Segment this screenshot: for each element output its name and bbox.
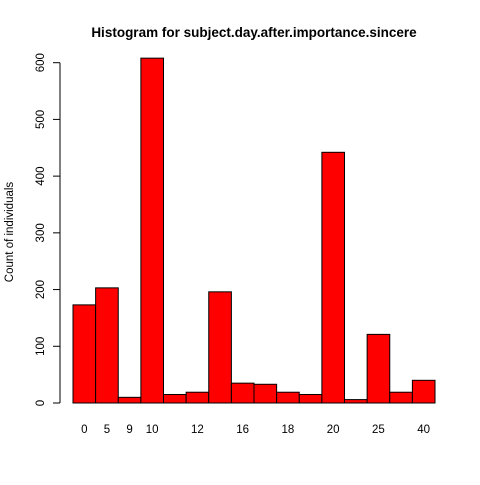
x-tick-label-20: 20: [327, 424, 340, 436]
bar-20: [321, 151, 346, 404]
bar-16: [230, 382, 255, 404]
bar-18: [276, 391, 300, 404]
x-tick-label-10: 10: [146, 424, 159, 436]
bars-group: [72, 57, 436, 404]
x-tick-label-16: 16: [236, 424, 249, 436]
x-tick-label-25: 25: [372, 424, 385, 436]
bar-19: [298, 393, 323, 404]
x-tick-label-40: 40: [417, 424, 430, 436]
y-tick-label-300: 300: [35, 223, 47, 242]
bar-10: [140, 57, 165, 404]
bar-15: [208, 291, 232, 404]
y-tick-label-100: 100: [35, 337, 47, 356]
bar-24: [344, 399, 368, 404]
bar-40: [411, 379, 436, 404]
y-axis: 0 100 200 300 400 500 600: [35, 53, 61, 406]
chart-title: Histogram for subject.day.after.importan…: [91, 25, 417, 40]
bar-9: [117, 396, 142, 404]
x-tick-label-12: 12: [191, 424, 204, 436]
y-tick-label-200: 200: [35, 280, 47, 299]
bar-25: [366, 333, 391, 404]
bar-30: [389, 391, 413, 404]
y-tick-label-500: 500: [35, 110, 47, 129]
bar-12: [185, 391, 210, 404]
bar-0: [72, 304, 97, 404]
bar-5: [95, 287, 119, 404]
y-tick-label-600: 600: [35, 53, 47, 72]
x-tick-label-18: 18: [282, 424, 295, 436]
x-tick-label-5: 5: [104, 424, 110, 436]
x-tick-label-0: 0: [81, 424, 87, 436]
y-axis-label: Count of individuals: [4, 182, 16, 283]
x-tick-label-9: 9: [126, 424, 132, 436]
y-tick-label-0: 0: [35, 400, 47, 406]
x-axis-tick-labels: 0 5 9 10 12 16 18 20 25 40: [81, 424, 430, 436]
y-tick-label-400: 400: [35, 167, 47, 186]
bar-17: [253, 383, 278, 404]
bar-11: [163, 393, 187, 404]
